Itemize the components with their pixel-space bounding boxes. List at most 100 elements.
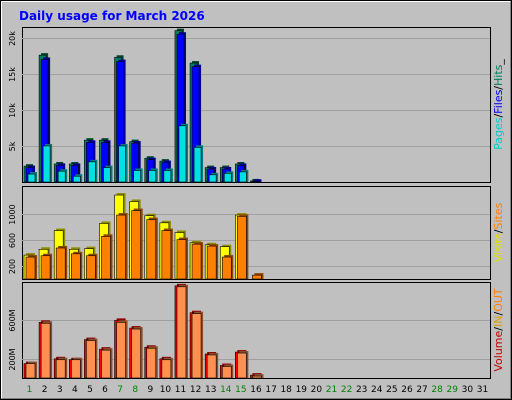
bar-out-day-5 bbox=[86, 338, 98, 379]
day-label: 24 bbox=[371, 385, 383, 395]
day-label: 3 bbox=[57, 385, 63, 395]
y-tick-label: 200 bbox=[8, 259, 17, 274]
bar-pages-day-11 bbox=[178, 123, 188, 183]
bar-sites-day-1 bbox=[25, 255, 37, 280]
legend-entry: / bbox=[492, 114, 505, 118]
panel-legend: Pages/Files/Hits_ bbox=[492, 59, 505, 150]
legend-entry: _ bbox=[492, 59, 505, 66]
day-labels: 1 2 3 4 5 6 7 8 9 10 11 12 13 14 15 16 17 18 19 20 21 22 23 24 2… bbox=[27, 385, 488, 395]
legend-entry: OUT bbox=[492, 288, 505, 312]
bar-out-day-5-face bbox=[86, 340, 96, 379]
panel-visits-sites: 200 600 1000 Visits/Sites bbox=[8, 186, 505, 280]
bar-pages-day-15-face bbox=[239, 171, 247, 183]
day-label: 16 bbox=[250, 385, 262, 395]
bar-sites-day-12-face bbox=[191, 243, 202, 280]
bar-pages-day-10-face bbox=[163, 170, 172, 183]
bar-sites-day-6-face bbox=[101, 236, 111, 280]
bar-out-day-10-face bbox=[161, 359, 172, 379]
bar-out-day-2 bbox=[40, 321, 53, 379]
bar-out-day-8-face bbox=[131, 328, 141, 379]
bar-sites-day-8-face bbox=[131, 210, 141, 280]
bar-pages-day-5-face bbox=[88, 161, 96, 183]
bar-sites-day-13 bbox=[206, 244, 219, 280]
chart-panels: 5k10k15k20kPages/Files/Hits_2006001000Vi… bbox=[8, 27, 505, 379]
bar-out-day-7-face bbox=[116, 322, 126, 379]
bar-pages-day-12 bbox=[193, 145, 204, 183]
y-tick-label: 20k bbox=[8, 31, 17, 46]
bar-pages-day-1 bbox=[27, 172, 37, 183]
day-label: 14 bbox=[220, 385, 232, 395]
bar-files-day-16-depth bbox=[254, 179, 262, 182]
day-label: 26 bbox=[401, 385, 413, 395]
day-label: 28 bbox=[431, 385, 443, 395]
bar-out-day-11 bbox=[176, 284, 188, 379]
bar-pages-day-6-face bbox=[103, 167, 111, 183]
bar-sites-day-3 bbox=[55, 246, 68, 280]
bar-pages-day-15 bbox=[239, 169, 249, 183]
bar-out-day-4 bbox=[70, 357, 83, 379]
day-label: 22 bbox=[341, 385, 352, 395]
bar-out-day-14-face bbox=[221, 366, 232, 379]
bar-sites-day-11 bbox=[176, 237, 188, 280]
legend-entry: / bbox=[492, 312, 505, 316]
bar-out-day-1 bbox=[25, 361, 37, 379]
legend-entry: Files bbox=[492, 89, 505, 113]
y-tick-label: 200M bbox=[8, 348, 17, 370]
day-label: 12 bbox=[190, 385, 201, 395]
bar-pages-day-10 bbox=[163, 168, 173, 183]
bar-pages-day-7 bbox=[118, 143, 128, 183]
bar-out-day-16 bbox=[252, 374, 264, 379]
y-tick-label: 600 bbox=[8, 233, 17, 248]
bar-out-day-11-face bbox=[176, 286, 187, 379]
bar-out-day-9-face bbox=[146, 347, 157, 379]
day-label: 8 bbox=[132, 385, 138, 395]
bar-sites-day-5 bbox=[86, 253, 98, 280]
bar-pages-day-8 bbox=[133, 168, 143, 183]
legend-entry: IN bbox=[492, 316, 505, 327]
bar-sites-day-4 bbox=[70, 251, 83, 280]
bar-pages-day-11-face bbox=[178, 125, 187, 183]
bar-sites-day-12 bbox=[191, 242, 204, 280]
bar-out-day-13-face bbox=[206, 354, 217, 379]
day-label: 29 bbox=[447, 385, 459, 395]
bar-pages-day-8-face bbox=[133, 170, 141, 183]
y-tick-label: 5k bbox=[8, 141, 17, 151]
legend-entry: / bbox=[492, 327, 505, 331]
bar-sites-day-3-face bbox=[55, 247, 66, 280]
bar-files-day-16 bbox=[252, 179, 262, 183]
legend-entry: Sites bbox=[492, 202, 505, 229]
bar-out-day-7 bbox=[116, 320, 128, 379]
bar-sites-day-13-face bbox=[206, 245, 217, 280]
bar-sites-day-16 bbox=[252, 273, 264, 280]
day-label: 17 bbox=[265, 385, 276, 395]
day-label: 31 bbox=[477, 385, 488, 395]
bar-out-day-1-face bbox=[25, 363, 36, 379]
bar-out-day-3-face bbox=[55, 359, 66, 379]
bar-pages-day-14-face bbox=[223, 173, 232, 183]
day-label: 7 bbox=[117, 385, 123, 395]
bar-pages-day-5 bbox=[88, 159, 98, 183]
day-label: 13 bbox=[205, 385, 216, 395]
bar-pages-day-12-face bbox=[193, 147, 202, 183]
legend-entry: Hits bbox=[492, 64, 505, 86]
bar-sites-day-5-face bbox=[86, 255, 96, 280]
y-tick-label: 15k bbox=[8, 67, 17, 82]
bar-sites-day-14 bbox=[221, 255, 234, 280]
bar-pages-day-13-face bbox=[208, 174, 217, 183]
legend-entry: Visits bbox=[492, 233, 505, 262]
bar-sites-day-2 bbox=[40, 253, 53, 280]
bar-out-day-12 bbox=[191, 311, 204, 379]
day-label: 11 bbox=[175, 385, 186, 395]
legend-entry: / bbox=[492, 229, 505, 233]
bar-files-day-16-face bbox=[252, 180, 260, 183]
bar-sites-day-15 bbox=[237, 214, 249, 280]
bar-sites-day-8 bbox=[131, 208, 143, 280]
y-tick-label: 1000 bbox=[8, 204, 17, 224]
chart-title: Daily usage for March 2026 bbox=[19, 9, 205, 23]
bar-pages-day-2-face bbox=[42, 145, 51, 183]
day-label: 10 bbox=[160, 385, 172, 395]
bar-sites-day-2-face bbox=[40, 255, 51, 280]
